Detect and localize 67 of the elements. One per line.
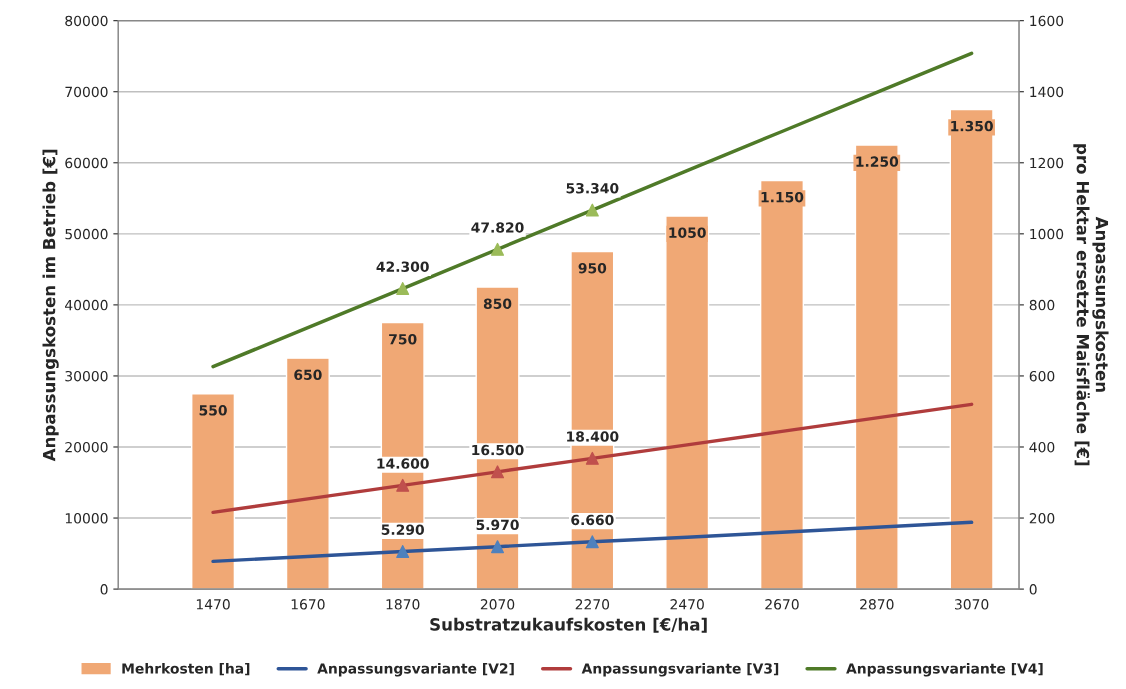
data-label: 18.400	[567, 431, 619, 442]
data-label: 6.660	[571, 514, 614, 526]
legend-label: Anpassungsvariante [V3]	[581, 662, 779, 677]
data-label: 850	[483, 298, 512, 309]
point	[396, 545, 410, 559]
data-label: 5.970	[476, 519, 519, 531]
point	[396, 478, 410, 492]
bar	[665, 215, 710, 590]
point	[491, 465, 505, 479]
y-tick-label: 20000	[65, 441, 108, 453]
y2-tick-label: 1600	[1030, 15, 1064, 27]
y2-tick-label: 1200	[1030, 157, 1064, 169]
data-label: 950	[578, 262, 607, 274]
data-label: 1.150	[761, 191, 804, 203]
legend-label: Anpassungsvariante [V4]	[846, 662, 1043, 677]
bar	[949, 108, 994, 590]
x-tick-label: 2670	[765, 599, 799, 610]
legend-label: Anpassungsvariante [V2]	[317, 662, 514, 677]
y-axis-title: Anpassungskosten im Betrieb [€]	[42, 149, 59, 462]
data-label: 16.500	[472, 444, 524, 456]
y2-tick-label: 200	[1029, 513, 1055, 524]
point	[396, 282, 410, 296]
data-label: 650	[294, 369, 322, 381]
data-label: 750	[389, 334, 417, 345]
x-tick-label: 1470	[196, 599, 230, 610]
y2-tick-label: 1400	[1030, 86, 1064, 98]
y2-tick-label: 1000	[1030, 228, 1064, 240]
point	[585, 203, 599, 217]
y-tick-label: 60000	[65, 157, 108, 169]
bar	[759, 179, 805, 590]
bar	[191, 393, 236, 590]
bar	[854, 144, 899, 590]
data-label: 1050	[669, 227, 706, 238]
x-tick-label: 3070	[955, 599, 989, 610]
y-tick-label: 0	[100, 584, 108, 595]
data-label: 5.290	[381, 524, 424, 535]
y-tick-label: 80000	[65, 15, 108, 27]
point	[491, 242, 505, 256]
data-label: 47.820	[471, 222, 524, 233]
x-axis-title: Substratzukaufskosten [€/ha]	[430, 617, 707, 633]
data-label: 1.250	[856, 156, 899, 167]
point	[585, 535, 599, 549]
x-tick-label: 2270	[575, 599, 610, 610]
y2-axis-title: Anpassungskosten pro Hektar ersetzte Maisfläche [€]	[1073, 144, 1109, 466]
point	[491, 540, 505, 554]
y2-tick-label: 0	[1029, 584, 1037, 595]
data-label: 550	[199, 405, 227, 416]
x-tick-label: 1870	[386, 599, 420, 610]
y2-tick-label: 600	[1029, 370, 1055, 382]
x-tick-label: 1670	[291, 599, 325, 610]
x-tick-label: 2870	[860, 599, 894, 610]
y-tick-label: 10000	[65, 513, 108, 524]
y-tick-label: 40000	[65, 299, 108, 311]
data-label: 1.350	[951, 120, 993, 132]
x-tick-label: 2470	[670, 599, 704, 610]
data-label: 42.300	[376, 261, 429, 272]
data-label: 53.340	[566, 183, 619, 194]
bar	[285, 357, 330, 590]
y2-tick-label: 800	[1029, 299, 1055, 311]
legend-label: Mehrkosten [ha]	[122, 662, 250, 676]
y-tick-label: 50000	[65, 228, 108, 240]
point	[585, 451, 599, 465]
x-tick-label: 2070	[480, 599, 515, 610]
data-label: 14.600	[377, 458, 429, 469]
y-tick-label: 70000	[65, 86, 108, 98]
y2-tick-label: 400	[1029, 441, 1055, 453]
y-tick-label: 30000	[65, 370, 108, 382]
